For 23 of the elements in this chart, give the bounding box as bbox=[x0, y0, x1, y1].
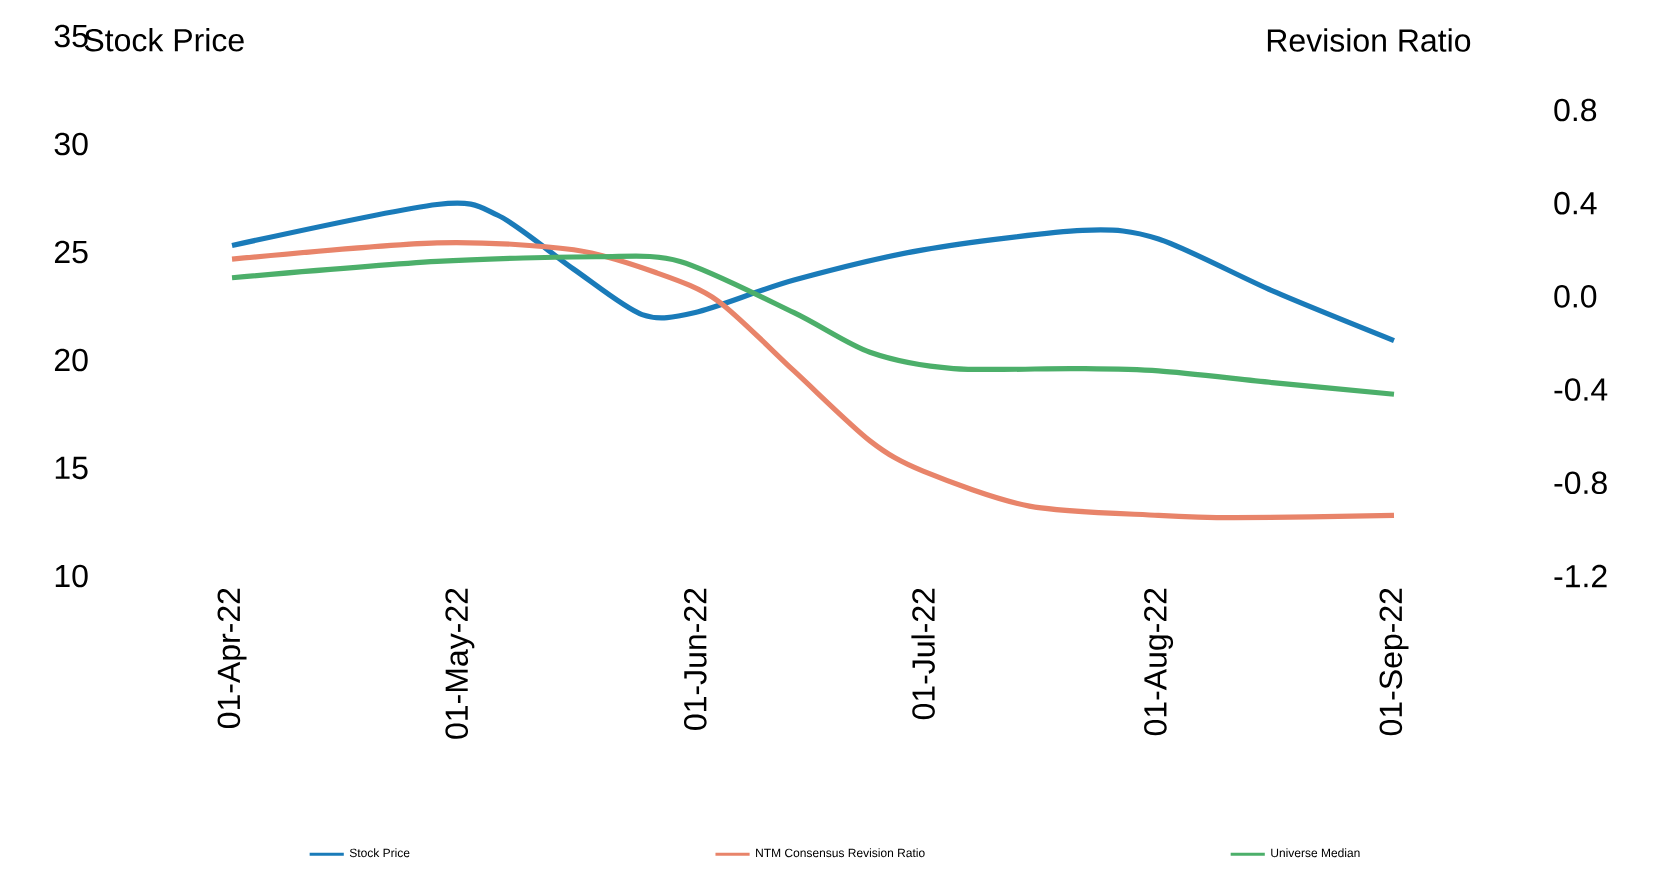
y2-tick-label: 0.8 bbox=[1554, 98, 1597, 122]
x-tick-label: 01-Aug-22 bbox=[1144, 588, 1174, 736]
y2-tick-label: -0.8 bbox=[1554, 471, 1607, 495]
y2-axis-title: Revision Ratio bbox=[1267, 28, 1471, 52]
y2-tick-label: -0.4 bbox=[1554, 378, 1608, 401]
y-tick-label: 15 bbox=[55, 456, 88, 480]
y-tick-label: 35 bbox=[54, 24, 88, 48]
y2-tick-label: 0.4 bbox=[1554, 191, 1597, 215]
y-tick-label: 10 bbox=[55, 564, 88, 588]
line-series bbox=[229, 239, 1397, 521]
x-tick-label: 01-Apr-22 bbox=[217, 588, 247, 729]
line-series bbox=[229, 253, 1397, 397]
y2-tick-label: 0.0 bbox=[1554, 285, 1597, 308]
y-tick-label: 30 bbox=[54, 132, 88, 156]
line-series bbox=[229, 200, 1397, 344]
x-tick-label: 01-Sep-22 bbox=[1379, 588, 1409, 736]
y-tick-label: 20 bbox=[54, 348, 88, 372]
x-tick-label: 01-May-22 bbox=[445, 588, 475, 739]
x-tick-label: 01-Jun-22 bbox=[683, 588, 707, 730]
x-tick-label: 01-Jul-22 bbox=[911, 588, 935, 720]
y-tick-label: 25 bbox=[54, 240, 88, 264]
y-axis-title: Stock Price bbox=[84, 28, 244, 52]
y2-tick-label: -1.2 bbox=[1554, 564, 1607, 588]
